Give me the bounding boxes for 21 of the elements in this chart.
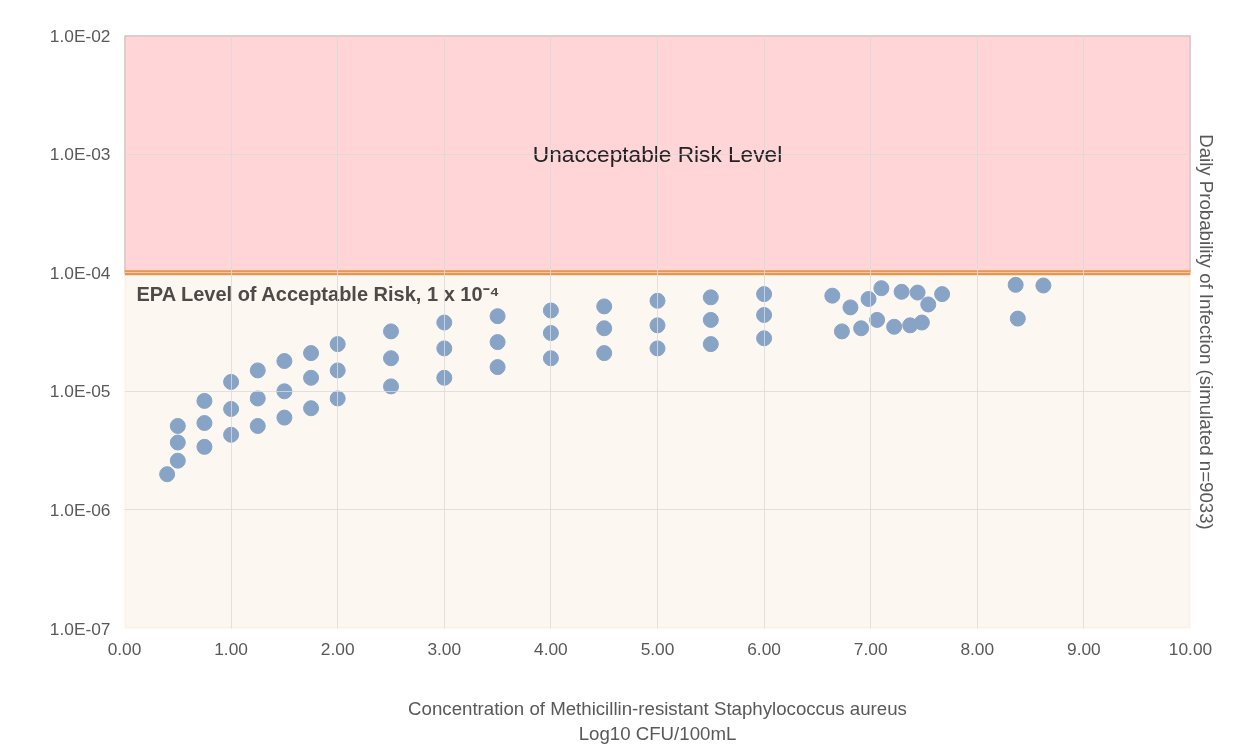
- x-tick-label: 9.00: [1067, 638, 1101, 659]
- y-tick-label: 1.0E-04: [49, 262, 111, 283]
- y-tick-label: 1.0E-03: [49, 144, 111, 165]
- y-tick-label: 1.0E-05: [49, 381, 111, 402]
- ref-line-label: EPA Level of Acceptable Risk, 1 x 10⁻⁴: [136, 282, 500, 305]
- x-tick-label: 10.00: [1168, 638, 1213, 659]
- x-tick-label: 5.00: [640, 638, 675, 659]
- y-tick-label: 1.0E-02: [49, 25, 111, 46]
- x-tick-label: 1.00: [214, 638, 248, 659]
- x-tick-label: 2.00: [320, 638, 355, 659]
- y-tick-label: 1.0E-07: [49, 618, 111, 639]
- x-axis-title: Concentration of Methicillin-resistant Staphylococcus aureus Log10 CFU/100mL: [408, 697, 907, 744]
- x-tick-label: 3.00: [427, 638, 462, 659]
- y-axis-title: Daily Probability of Infection (simulated n=9033): [1195, 134, 1217, 530]
- x-tick-label: 6.00: [747, 638, 781, 659]
- x-tick-label: 7.00: [853, 638, 888, 659]
- x-tick-label: 8.00: [960, 638, 995, 659]
- y-tick-label: 1.0E-06: [49, 499, 111, 520]
- band-label: Unacceptable Risk Level: [532, 141, 783, 168]
- x-tick-label: 4.00: [534, 638, 568, 659]
- x-tick-label: 0.00: [107, 638, 142, 659]
